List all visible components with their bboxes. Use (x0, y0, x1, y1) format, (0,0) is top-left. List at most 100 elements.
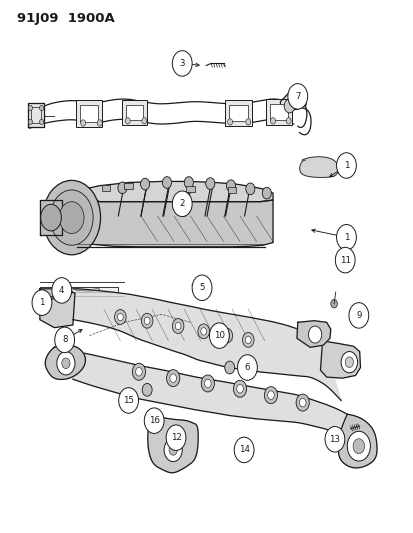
Circle shape (295, 394, 309, 411)
Circle shape (205, 177, 214, 189)
FancyBboxPatch shape (224, 100, 252, 126)
Polygon shape (71, 192, 272, 247)
Circle shape (336, 224, 356, 250)
Circle shape (270, 118, 275, 124)
Circle shape (175, 322, 180, 330)
Text: 1: 1 (343, 161, 349, 170)
Circle shape (141, 313, 152, 328)
Circle shape (201, 375, 214, 392)
Text: 15: 15 (123, 396, 134, 405)
Text: 13: 13 (329, 435, 339, 444)
Circle shape (209, 323, 229, 349)
Polygon shape (296, 321, 330, 348)
Polygon shape (73, 289, 340, 400)
Text: 11: 11 (339, 256, 350, 264)
Circle shape (267, 391, 273, 399)
Bar (269, 104, 287, 120)
Circle shape (172, 319, 183, 334)
Circle shape (169, 374, 176, 382)
Polygon shape (73, 352, 371, 461)
Polygon shape (45, 345, 85, 379)
Text: 8: 8 (62, 335, 67, 344)
Polygon shape (40, 287, 118, 292)
Polygon shape (40, 200, 62, 235)
FancyBboxPatch shape (266, 99, 292, 125)
Text: 9: 9 (355, 311, 361, 320)
Text: 3: 3 (179, 59, 185, 68)
Circle shape (344, 357, 353, 368)
Polygon shape (71, 181, 272, 201)
Circle shape (330, 300, 337, 308)
Circle shape (28, 106, 32, 111)
Circle shape (62, 358, 70, 368)
Text: 4: 4 (59, 286, 64, 295)
Circle shape (97, 120, 102, 126)
Circle shape (224, 361, 234, 374)
Circle shape (114, 310, 126, 325)
Circle shape (32, 290, 52, 316)
Circle shape (324, 426, 344, 452)
Text: 91J09  1900A: 91J09 1900A (17, 12, 115, 26)
Circle shape (28, 119, 32, 125)
Bar (124, 183, 133, 189)
Circle shape (50, 190, 93, 245)
Circle shape (81, 120, 85, 126)
Circle shape (227, 119, 232, 125)
Circle shape (236, 384, 243, 393)
Text: 10: 10 (214, 331, 224, 340)
Circle shape (340, 352, 357, 373)
Text: 16: 16 (148, 416, 159, 425)
FancyBboxPatch shape (76, 100, 102, 127)
Circle shape (52, 278, 71, 303)
Circle shape (287, 84, 307, 109)
Circle shape (135, 368, 142, 376)
Circle shape (200, 328, 206, 335)
Circle shape (348, 303, 368, 328)
Circle shape (172, 191, 192, 216)
Circle shape (117, 313, 123, 321)
Circle shape (144, 317, 150, 325)
Circle shape (39, 119, 43, 125)
Circle shape (125, 118, 130, 124)
Text: 2: 2 (179, 199, 185, 208)
Circle shape (352, 439, 364, 454)
Polygon shape (147, 416, 198, 473)
Circle shape (39, 106, 43, 111)
Text: 1: 1 (39, 298, 45, 307)
Circle shape (285, 118, 290, 124)
Circle shape (242, 333, 254, 348)
Circle shape (233, 380, 246, 397)
Circle shape (57, 352, 75, 375)
Circle shape (264, 386, 277, 403)
Circle shape (55, 327, 74, 353)
Bar (102, 184, 110, 191)
Polygon shape (40, 289, 75, 328)
Bar (227, 187, 235, 193)
Circle shape (162, 176, 171, 188)
Ellipse shape (75, 288, 100, 291)
Circle shape (221, 328, 232, 343)
Circle shape (299, 398, 305, 407)
Circle shape (164, 438, 182, 462)
Text: 6: 6 (244, 363, 249, 372)
Circle shape (245, 336, 251, 344)
Circle shape (335, 247, 354, 273)
Circle shape (197, 324, 209, 339)
Circle shape (169, 445, 177, 455)
Circle shape (140, 178, 149, 190)
Circle shape (262, 187, 271, 199)
Circle shape (132, 364, 145, 380)
Circle shape (166, 369, 179, 386)
Circle shape (336, 153, 356, 178)
Circle shape (245, 183, 254, 195)
Circle shape (118, 182, 127, 193)
Text: 1: 1 (343, 233, 349, 242)
Text: 14: 14 (238, 446, 249, 455)
Circle shape (237, 355, 257, 380)
Bar (80, 106, 97, 123)
Circle shape (172, 51, 192, 76)
Circle shape (204, 379, 211, 387)
Circle shape (40, 204, 61, 231)
Circle shape (347, 431, 370, 461)
Polygon shape (280, 91, 305, 111)
